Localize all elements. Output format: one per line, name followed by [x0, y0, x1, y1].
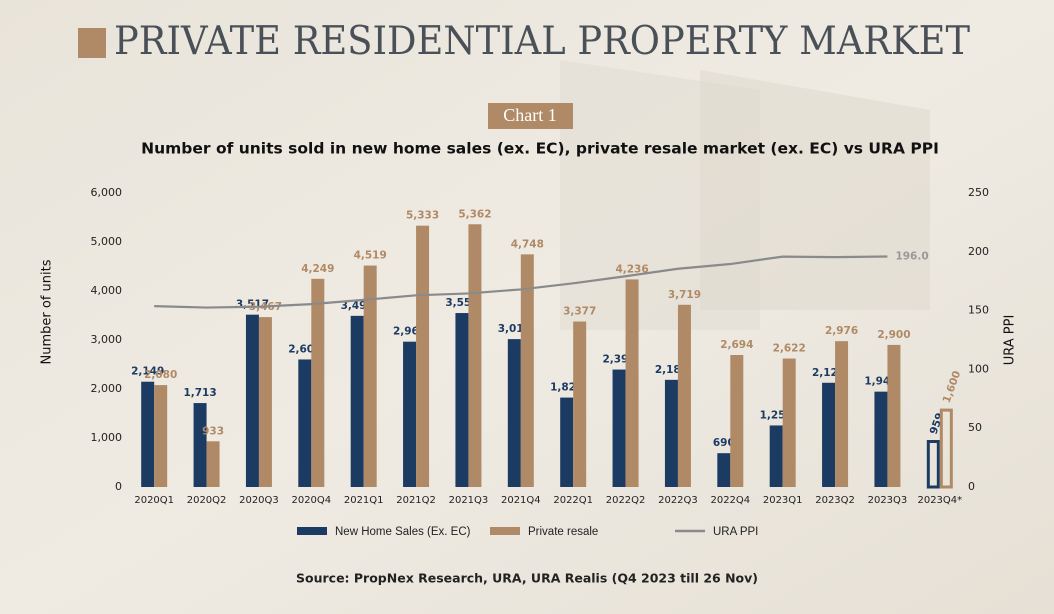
value-label: 4,748 [511, 238, 544, 250]
value-label: 2,976 [825, 325, 858, 337]
bar [612, 369, 626, 487]
value-label: 1,713 [183, 387, 216, 399]
x-tick-label: 2020Q1 [134, 495, 174, 506]
value-label: 3,719 [668, 289, 701, 301]
x-tick-label: 2022Q4 [710, 495, 750, 506]
value-label: 4,519 [354, 250, 387, 262]
bar [520, 254, 534, 487]
x-tick-label: 2020Q4 [291, 495, 331, 506]
bg-building [700, 70, 930, 310]
value-label: 2,149 [131, 366, 164, 378]
y-tick-label: 2,000 [91, 382, 123, 395]
value-label: 5,362 [458, 208, 491, 220]
bar [298, 359, 312, 487]
x-tick-label: 2021Q1 [344, 495, 384, 506]
x-tick-label: 2022Q3 [658, 495, 698, 506]
y-tick-label: 1,000 [91, 431, 123, 444]
y-axis-title: Number of units [40, 259, 55, 364]
bar-projected [939, 408, 953, 489]
bar [468, 224, 482, 487]
bar [455, 313, 469, 487]
chart-title: Number of units sold in new home sales (… [141, 140, 939, 158]
y2-tick-label: 150 [968, 304, 989, 317]
bar [835, 341, 849, 487]
y-tick-label: 5,000 [91, 235, 123, 248]
x-tick-label: 2022Q2 [606, 495, 646, 506]
x-tick-label: 2023Q1 [763, 495, 803, 506]
ppi-line [154, 255, 888, 309]
bar [560, 397, 574, 487]
value-label: 4,236 [615, 263, 648, 275]
bar [206, 441, 220, 487]
bar [782, 358, 796, 487]
bar [730, 354, 744, 487]
y-tick-label: 3,000 [91, 333, 123, 346]
badge-text: Chart 1 [503, 105, 557, 125]
bar [193, 403, 207, 487]
bar [769, 425, 783, 487]
y-tick-label: 0 [115, 480, 122, 493]
bar [245, 314, 259, 487]
bar [363, 265, 377, 487]
value-label: 2,900 [877, 329, 910, 341]
y2-tick-label: 200 [968, 245, 989, 258]
value-label: 2,080 [144, 369, 177, 381]
x-tick-label: 2021Q2 [396, 495, 436, 506]
legend-label: URA PPI [713, 526, 758, 538]
value-label: 690 [713, 437, 735, 449]
y2-tick-label: 250 [968, 186, 989, 199]
bar [677, 304, 691, 487]
bar [822, 382, 836, 487]
title-square [78, 28, 106, 58]
bar [403, 341, 417, 487]
x-tick-label: 2023Q3 [868, 495, 908, 506]
bar [874, 391, 888, 487]
value-label: 933 [202, 425, 224, 437]
bar [573, 321, 587, 487]
y2-tick-label: 100 [968, 362, 989, 375]
bar-projected [926, 440, 940, 489]
value-label: 4,249 [301, 263, 334, 275]
page-title: PRIVATE RESIDENTIAL PROPERTY MARKET [114, 19, 970, 64]
x-tick-label: 2023Q4* [917, 495, 962, 506]
bar [625, 279, 639, 487]
x-tick-label: 2020Q3 [239, 495, 279, 506]
bar [258, 317, 272, 487]
y-tick-label: 6,000 [91, 186, 123, 199]
value-label: 2,622 [773, 343, 806, 355]
y-tick-label: 4,000 [91, 284, 123, 297]
legend-label: Private resale [528, 526, 598, 538]
bar [507, 339, 521, 487]
y2-tick-label: 50 [968, 421, 982, 434]
bar [141, 381, 155, 487]
x-tick-label: 2020Q2 [187, 495, 227, 506]
bar [717, 453, 731, 487]
y2-axis-title: URA PPI [1003, 315, 1018, 366]
source: Source: PropNex Research, URA, URA Reali… [296, 571, 758, 586]
bar [664, 379, 678, 487]
bar [350, 315, 364, 487]
bar [311, 278, 325, 487]
value-label: 5,333 [406, 210, 439, 222]
bar [416, 225, 430, 488]
legend-label: New Home Sales (Ex. EC) [335, 526, 471, 538]
x-tick-label: 2021Q4 [501, 495, 541, 506]
x-tick-label: 2022Q1 [553, 495, 593, 506]
value-label: 2,694 [720, 339, 753, 351]
value-label: 196.0 [895, 251, 928, 263]
badge [488, 103, 573, 129]
bar [154, 385, 168, 487]
value-label: 3,377 [563, 306, 596, 318]
bar [887, 344, 901, 487]
legend-swatch [297, 527, 327, 535]
x-tick-label: 2023Q2 [815, 495, 855, 506]
x-tick-label: 2021Q3 [449, 495, 489, 506]
y2-tick-label: 0 [968, 480, 975, 493]
legend-swatch [490, 527, 520, 535]
